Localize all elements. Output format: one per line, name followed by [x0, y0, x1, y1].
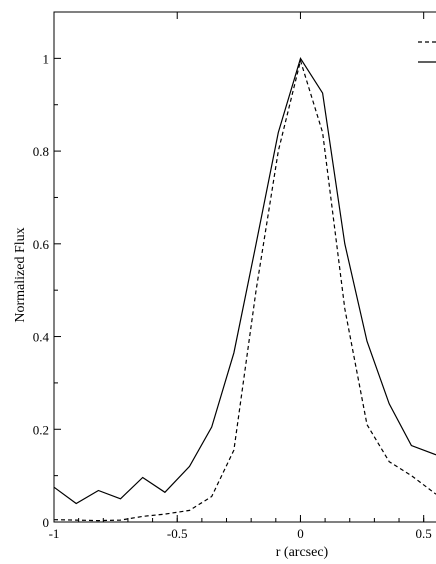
x-tick-label: 0.5 — [416, 526, 432, 541]
y-tick-label: 0.8 — [33, 144, 49, 159]
x-axis-label: r (arcsec) — [276, 545, 329, 560]
legend — [418, 41, 436, 63]
series-line-dashed — [53, 58, 436, 522]
x-tick-label: 0 — [297, 526, 304, 541]
x-tick-label: -1 — [49, 526, 60, 541]
y-tick-label: 0 — [43, 515, 50, 530]
x-tick-label: -0.5 — [167, 526, 188, 541]
axes-layer: -1 -0.5 0 0.5 0 0.2 0.4 0.6 0.8 1 — [33, 11, 436, 541]
series-line-solid — [53, 56, 436, 505]
y-axis-label: Normalized Flux — [13, 227, 28, 322]
y-tick-label: 0.4 — [33, 330, 50, 345]
y-tick-label: 0.6 — [33, 237, 50, 252]
plot-frame — [53, 11, 436, 523]
series-layer — [53, 56, 436, 522]
y-tick-label: 1 — [43, 51, 50, 66]
y-tick-label: 0.2 — [33, 422, 49, 437]
